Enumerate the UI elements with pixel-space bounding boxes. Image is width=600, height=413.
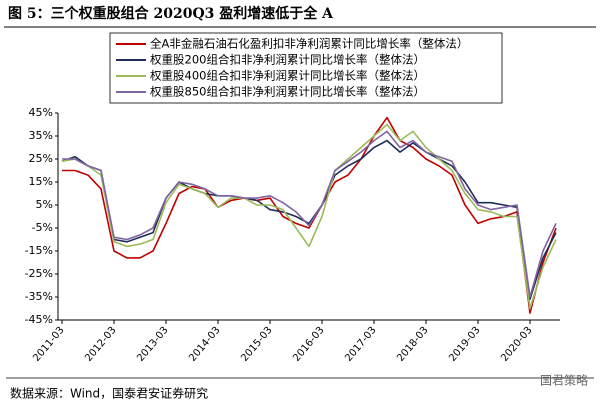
- x-tick-label: 2016-03: [291, 325, 326, 364]
- y-tick-label: -35%: [25, 290, 53, 303]
- x-tick-label: 2017-03: [343, 325, 378, 364]
- chart-title: 图 5：三个权重股组合 2020Q3 盈利增速低于全 A: [8, 5, 334, 22]
- y-tick-label: 25%: [29, 152, 53, 165]
- x-tick-label: 2015-03: [239, 325, 274, 364]
- series-line: [62, 116, 557, 314]
- x-tick-label: 2019-03: [447, 325, 482, 364]
- source: 数据来源：Wind，国泰君安证券研究: [10, 386, 208, 401]
- legend-label: 权重股200组合扣非净利润累计同比增长率（整体法）: [150, 53, 425, 67]
- y-tick-label: 35%: [29, 129, 53, 142]
- series-line: [61, 139, 557, 301]
- x-tick-label: 2011-03: [31, 325, 66, 364]
- y-tick-label: 5%: [36, 198, 53, 211]
- legend-label: 权重股400组合扣非净利润累计同比增长率（整体法）: [150, 69, 425, 83]
- y-tick-label: -45%: [25, 313, 53, 326]
- watermark: 国君策略: [540, 373, 588, 388]
- series-line: [61, 123, 557, 310]
- legend-label: 全A非金融石油石化盈利扣非净利润累计同比增长率（整体法）: [150, 37, 468, 51]
- y-tick-label: 45%: [29, 106, 53, 119]
- y-tick-label: -25%: [25, 267, 53, 280]
- x-tick-label: 2020-03: [499, 325, 534, 364]
- x-tick-label: 2012-03: [83, 325, 118, 364]
- legend: 全A非金融石油石化盈利扣非净利润累计同比增长率（整体法） 权重股200组合扣非净利…: [116, 37, 468, 99]
- y-tick-label: -5%: [32, 221, 53, 234]
- x-tick-label: 2018-03: [395, 325, 430, 364]
- x-tick-label: 2014-03: [187, 325, 222, 364]
- y-tick-label: -15%: [25, 244, 53, 257]
- legend-label: 权重股850组合扣非净利润累计同比增长率（整体法）: [150, 85, 425, 99]
- y-tick-label: 15%: [29, 175, 53, 188]
- legend-box: [109, 32, 503, 104]
- x-tick-label: 2013-03: [135, 325, 170, 364]
- series-line: [62, 130, 557, 298]
